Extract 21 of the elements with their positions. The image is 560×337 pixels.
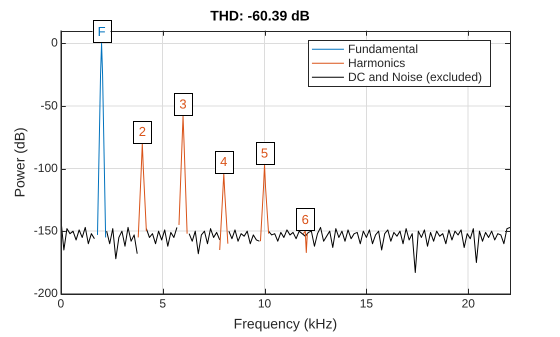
x-tick-label: 20 [462, 296, 476, 310]
y-tick-label: -200 [34, 286, 58, 300]
annotation: 6 [302, 212, 309, 227]
x-axis-title: Frequency (kHz) [234, 315, 338, 332]
x-tick-label: 10 [258, 296, 272, 310]
chart-title: THD: -60.39 dB [210, 7, 310, 24]
y-tick-label: 0 [51, 36, 58, 50]
annotation: 3 [179, 96, 187, 112]
annotation: 4 [220, 154, 228, 170]
legend-label: Fundamental [348, 42, 418, 56]
y-tick-label: -150 [34, 223, 58, 238]
y-tick-label: -100 [34, 160, 58, 175]
y-tick-label: -50 [40, 98, 58, 112]
x-tick-label: 5 [159, 296, 166, 310]
legend-label: Harmonics [348, 56, 406, 70]
annotation: 2 [138, 124, 146, 140]
legend-label: DC and Noise (excluded) [348, 70, 482, 84]
annotation: F [98, 24, 106, 39]
x-tick-label: 15 [360, 296, 374, 310]
annotation: 5 [260, 145, 268, 160]
y-axis-title: Power (dB) [11, 127, 28, 198]
